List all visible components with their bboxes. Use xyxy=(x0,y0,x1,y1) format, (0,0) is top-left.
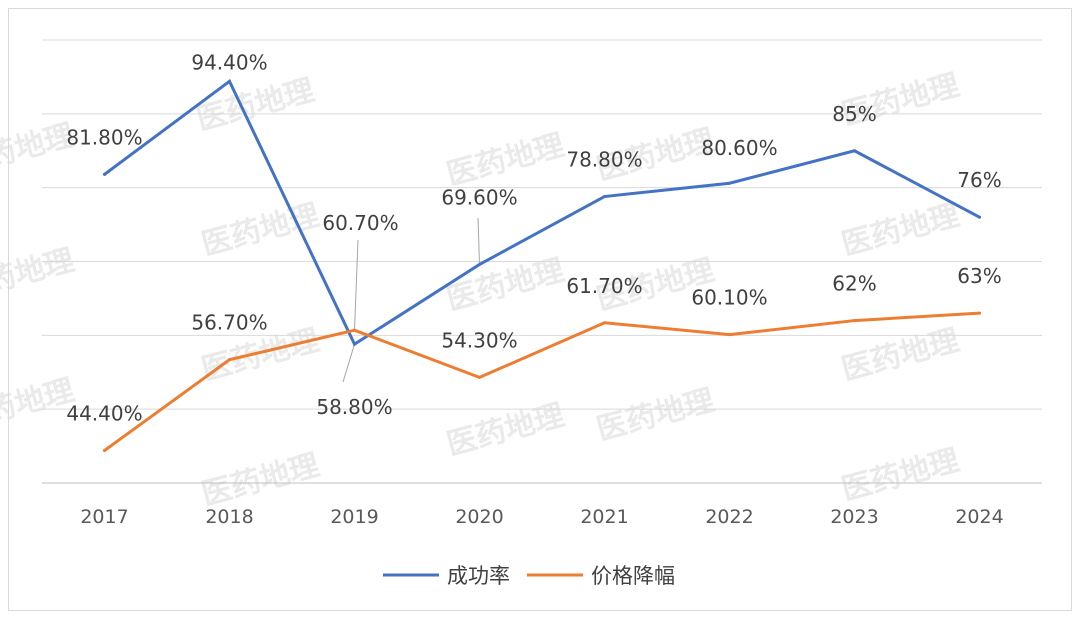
series-1-point xyxy=(228,79,231,83)
watermark-text: 医药地理 xyxy=(443,398,568,463)
x-tick-label: 2019 xyxy=(330,506,378,528)
watermark-text: 医药地理 xyxy=(838,323,963,388)
series-2-point xyxy=(978,311,981,315)
watermark-text: 医药地理 xyxy=(593,383,718,448)
x-tick-label: 2017 xyxy=(80,506,128,528)
series-1-point xyxy=(978,215,981,219)
series-1-data-label: 94.40% xyxy=(191,50,267,74)
legend-label-2: 价格降幅 xyxy=(591,564,675,588)
watermark-text: 医药地理 xyxy=(443,128,568,193)
data-labels: 81.80% 94.40% 58.80% 69.60% 78.80% 80.60% 85% 7… xyxy=(66,50,1001,425)
series-1-data-label: 58.80% xyxy=(316,395,392,419)
watermark-text: 医药地理 xyxy=(838,198,963,263)
series-2-point xyxy=(728,333,731,337)
series-2-point xyxy=(853,319,856,323)
gridlines xyxy=(42,39,1042,484)
x-tick-label: 2018 xyxy=(205,506,253,528)
series-2-data-label: 60.10% xyxy=(691,286,767,310)
series-1-point xyxy=(853,149,856,153)
x-tick-label: 2024 xyxy=(955,506,1003,528)
watermark-text: 医药地理 xyxy=(443,253,568,318)
legend-label-1: 成功率 xyxy=(447,564,510,588)
series-2-data-label: 44.40% xyxy=(66,402,142,426)
watermark-text: 医药地理 xyxy=(0,243,78,308)
series-1-data-label: 69.60% xyxy=(441,185,517,209)
series-2-data-label: 56.70% xyxy=(191,311,267,335)
chart-frame xyxy=(8,8,1072,611)
series-2-data-label: 62% xyxy=(832,272,876,296)
x-tick-label: 2020 xyxy=(455,506,503,528)
watermark-text: 医药地理 xyxy=(193,73,318,138)
label-leader-line xyxy=(342,344,355,383)
x-axis-ticks: 2017 2018 2019 2020 2021 2022 2023 2024 xyxy=(80,506,1003,528)
x-tick-label: 2023 xyxy=(830,506,878,528)
series-2-point xyxy=(478,375,481,379)
series-layer xyxy=(103,79,981,453)
series-line-2 xyxy=(103,311,981,453)
label-leader-line xyxy=(354,239,359,331)
watermark-text: 医药地理 xyxy=(198,448,323,513)
series-1-data-label: 78.80% xyxy=(566,148,642,172)
series-line-1 xyxy=(103,79,981,347)
series-1-point xyxy=(103,172,106,176)
series-1-data-label: 85% xyxy=(832,102,876,126)
series-2-point xyxy=(603,321,606,325)
series-2-data-label: 54.30% xyxy=(441,328,517,352)
series-2-point xyxy=(228,358,231,362)
series-1-data-label: 81.80% xyxy=(66,125,142,149)
series-2-point xyxy=(353,328,356,332)
series-2-point xyxy=(103,449,106,453)
series-2-data-label: 61.70% xyxy=(566,274,642,298)
series-1-point xyxy=(478,262,481,266)
label-leader-line xyxy=(477,217,480,265)
watermark-text: 医药地理 xyxy=(838,443,963,508)
series-1-data-label: 76% xyxy=(957,168,1001,192)
watermark-text: 医药地理 xyxy=(198,198,323,263)
series-2-data-label: 60.70% xyxy=(322,211,398,235)
series-1-data-label: 80.60% xyxy=(701,136,777,160)
series-1-point xyxy=(603,195,606,199)
label-leader-lines xyxy=(342,217,480,383)
series-1-point xyxy=(728,181,731,185)
series-1-point xyxy=(353,342,356,346)
x-tick-label: 2021 xyxy=(580,506,628,528)
x-tick-label: 2022 xyxy=(705,506,753,528)
series-2-data-label: 63% xyxy=(957,264,1001,288)
legend: 成功率 价格降幅 xyxy=(383,564,675,588)
